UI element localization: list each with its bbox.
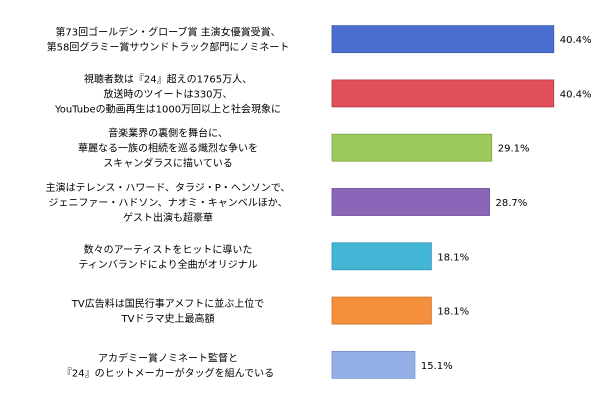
category-label-4: 主演はテレンス・ハワード、タラジ・P・ヘンソンで、ジェニファー・ハドソン、ナオミ… [46,181,291,224]
category-label-line: 第73回ゴールデン・グローブ賞 主演女優賞受賞、 [55,26,280,39]
category-label-line: 数々のアーティストをヒットに導いた [84,243,253,256]
category-label-7: アカデミー賞ノミネート監督と『24』のヒットメーカーがタッグを組んでいる [62,351,274,379]
category-label-line: 視聴者数は『24』超えの1765万人、 [84,72,252,85]
category-label-line: 放送時のツイートは330万、 [103,87,232,100]
category-label-3: 音楽業界の裏側を舞台に、華麗なる一族の相続を巡る熾烈な争いをスキャンダラスに描い… [78,127,258,170]
bars [331,25,555,379]
category-label-line: ジェニファー・ハドソン、ナオミ・キャンベルほか、 [48,197,287,209]
value-label-4: 28.7% [496,198,528,209]
category-label-line: スキャンダラスに描いている [103,157,233,170]
bar-4 [331,188,490,216]
value-label-6: 18.1% [437,307,469,318]
category-label-line: 華麗なる一族の相続を巡る熾烈な争いを [78,142,258,155]
bar-2 [331,79,555,108]
category-label-line: 第58回グラミー賞サウンドトラック部門にノミネート [47,41,290,54]
bar-6 [331,296,432,325]
bar-3 [331,133,493,162]
bar-1 [331,25,555,54]
category-label-5: 数々のアーティストをヒットに導いたティンバランドにより全曲がオリジナル [78,243,257,271]
category-labels: 第73回ゴールデン・グローブ賞 主演女優賞受賞、第58回グラミー賞サウンドトラッ… [46,26,291,380]
category-label-2: 視聴者数は『24』超えの1765万人、放送時のツイートは330万、 YouTube… [54,72,281,115]
bar-7 [331,350,416,379]
category-label-line: 『24』のヒットメーカーがタッグを組んでいる [62,366,274,379]
value-label-2: 40.4% [560,89,592,100]
category-label-line: ゲスト出演も超豪華 [123,211,213,224]
category-label-line: 主演はテレンス・ハワード、タラジ・P・ヘンソンで、 [46,181,291,194]
category-label-6: TV広告料は国民行事アメフトに並ぶ上位で TVドラマ史上最高額 [71,297,264,325]
category-label-1: 第73回ゴールデン・グローブ賞 主演女優賞受賞、第58回グラミー賞サウンドトラッ… [47,26,290,54]
value-label-3: 29.1% [498,144,530,155]
value-label-1: 40.4% [560,35,592,46]
bar-5 [331,242,432,271]
category-label-line: TVドラマ史上最高額 [121,312,215,325]
category-label-line: アカデミー賞ノミネート監督と [98,351,238,364]
category-label-line: YouTubeの動画再生は1000万回以上と社会現象に [54,102,281,115]
category-label-line: TV広告料は国民行事アメフトに並ぶ上位で [71,297,264,310]
value-labels: 40.4% 40.4% 29.1% 28.7% 18.1% 18.1% 15.1% [421,35,592,372]
category-label-line: 音楽業界の裏側を舞台に、 [108,127,228,140]
value-label-5: 18.1% [437,252,469,263]
value-label-7: 15.1% [421,361,453,372]
category-label-line: ティンバランドにより全曲がオリジナル [78,258,257,271]
